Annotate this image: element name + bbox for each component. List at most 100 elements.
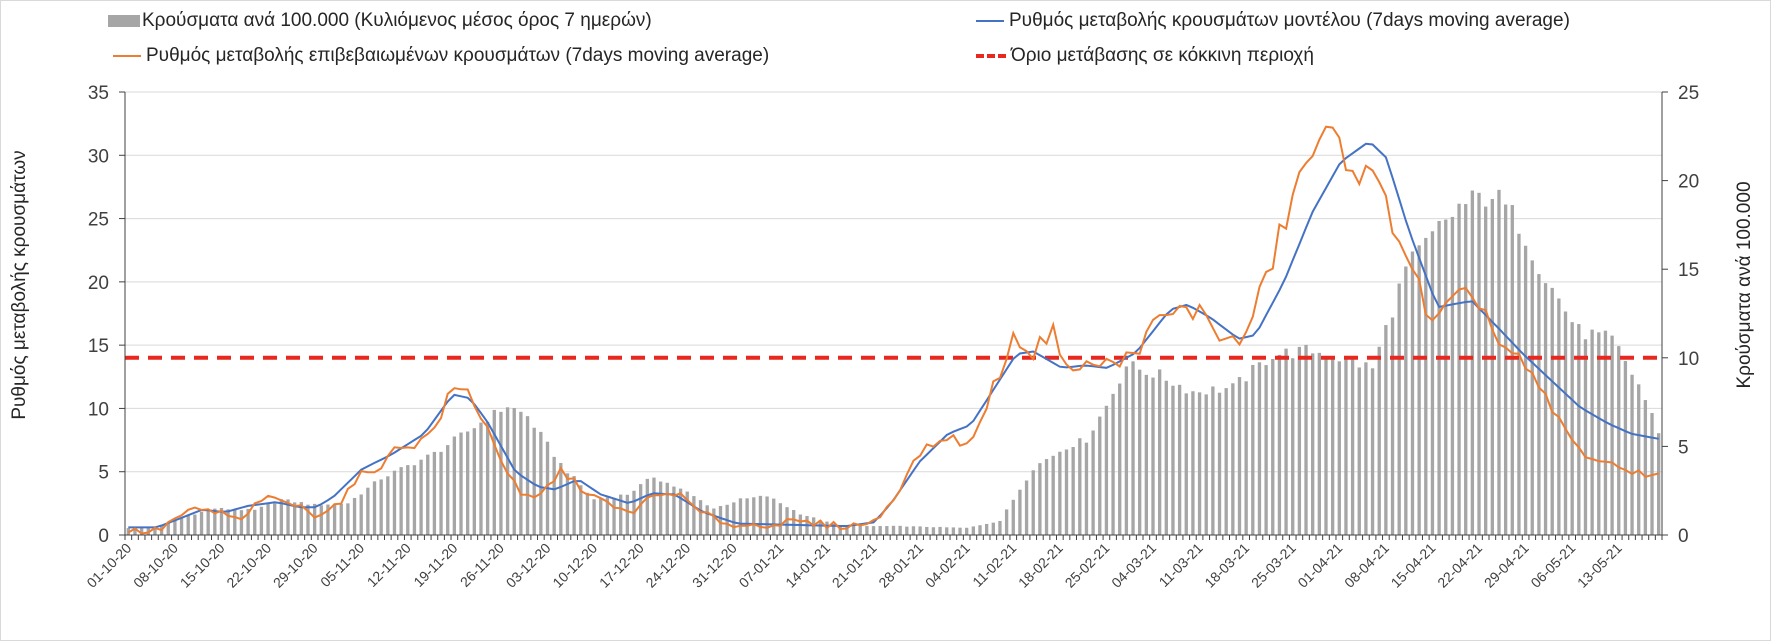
case-bar (1650, 413, 1654, 535)
x-tick-label: 19-11-20 (410, 540, 460, 590)
case-bar (286, 499, 290, 535)
case-bar (472, 428, 476, 535)
case-bar (399, 467, 403, 535)
legend-bars: Κρούσματα ανά 100.000 (Κυλιόμενος μέσος … (108, 10, 652, 32)
case-bar (1051, 455, 1055, 535)
case-bar (339, 503, 343, 535)
case-bar (1011, 499, 1015, 535)
case-bar (758, 495, 763, 535)
case-bar (1291, 358, 1295, 535)
case-bar (778, 503, 783, 535)
case-bar (1484, 206, 1488, 535)
case-bar (259, 506, 264, 535)
case-bar (332, 503, 337, 535)
case-bar (226, 509, 230, 535)
case-bar (1098, 416, 1102, 535)
case-bar (1171, 385, 1175, 535)
case-bar (638, 484, 643, 535)
case-bar (891, 525, 896, 535)
case-bar (1643, 400, 1648, 535)
case-bar (998, 520, 1002, 535)
legend-threshold: Όριο μετάβασης σε κόκκινη περιοχή (976, 45, 1314, 67)
case-bar (951, 527, 956, 535)
case-bar (1404, 266, 1408, 535)
case-bar (965, 527, 969, 535)
case-bar (1630, 374, 1634, 535)
case-bar (1257, 362, 1262, 535)
case-bar (552, 456, 556, 535)
case-bar (958, 527, 962, 535)
left-tick-label: 0 (98, 526, 109, 547)
case-bar (1350, 359, 1355, 535)
case-bar (1437, 220, 1441, 536)
case-bar (326, 504, 330, 535)
case-bar (1018, 489, 1022, 535)
case-bar (752, 497, 756, 535)
case-bar (1577, 324, 1581, 535)
x-tick-label: 24-12-20 (642, 540, 693, 591)
case-bar (605, 497, 610, 535)
case-bar (765, 496, 769, 535)
legend-model: Ρυθμός μεταβολής κρουσμάτων μοντέλου (7d… (976, 10, 1570, 32)
case-bar (1490, 198, 1494, 535)
case-bar (738, 498, 743, 535)
x-tick-label: 25-02-21 (1062, 540, 1113, 591)
case-bar (1470, 190, 1475, 535)
case-bar (1397, 283, 1401, 535)
legend-confirmed-label: Ρυθμός μεταβολής επιβεβαιωμένων κρουσμάτ… (146, 45, 770, 66)
case-bar (1118, 383, 1122, 535)
case-bar (1370, 368, 1375, 535)
case-bar (499, 411, 503, 535)
case-bar (479, 422, 483, 535)
case-bar (885, 526, 889, 535)
bar-series-cases (126, 189, 1661, 536)
case-bar (1231, 383, 1235, 535)
case-bar (386, 476, 390, 535)
case-bar (579, 485, 583, 535)
case-bar (279, 499, 284, 535)
case-bar (372, 481, 377, 535)
case-bar (1450, 216, 1455, 535)
case-bar (1237, 377, 1242, 535)
case-bar (239, 510, 244, 535)
case-bar (1244, 381, 1248, 535)
case-bar (532, 427, 536, 535)
case-bar (406, 465, 410, 535)
left-tick-label: 15 (88, 336, 109, 357)
case-bar (1224, 388, 1228, 535)
case-bar (1384, 325, 1388, 535)
case-bar (1311, 353, 1315, 535)
case-bar (1497, 189, 1501, 535)
right-tick-label: 15 (1678, 260, 1699, 281)
case-bar (1138, 369, 1142, 535)
case-bar (1603, 330, 1608, 535)
x-tick-label: 03-12-20 (503, 540, 554, 591)
case-bar (1530, 260, 1534, 535)
case-bar (785, 507, 789, 535)
confirmed-rate-line (127, 125, 1659, 535)
case-bar (466, 431, 470, 535)
x-tick-label: 21-01-21 (829, 540, 880, 591)
case-bar (658, 481, 663, 535)
right-tick-label: 0 (1678, 526, 1689, 547)
case-bar (253, 509, 257, 535)
case-bar (439, 451, 443, 535)
case-bar (412, 465, 417, 535)
legend-model-label: Ρυθμός μεταβολής κρουσμάτων μοντέλου (7d… (1009, 10, 1570, 31)
case-bar (1464, 204, 1468, 535)
case-bar (865, 526, 869, 535)
case-bar (206, 509, 210, 535)
left-tick-label: 10 (88, 399, 109, 420)
x-tick-label: 04-02-21 (922, 540, 973, 591)
case-bar (1031, 470, 1035, 535)
x-tick-label: 14-01-21 (782, 540, 833, 591)
x-tick-label: 04-03-21 (1108, 540, 1159, 591)
case-bar (1064, 449, 1069, 535)
case-bar (1157, 369, 1162, 535)
case-bar (139, 527, 144, 535)
case-bar (1390, 317, 1395, 535)
case-bar (1477, 192, 1481, 536)
legend-model-swatch (976, 20, 1004, 22)
x-tick-label: 22-04-21 (1434, 540, 1485, 591)
